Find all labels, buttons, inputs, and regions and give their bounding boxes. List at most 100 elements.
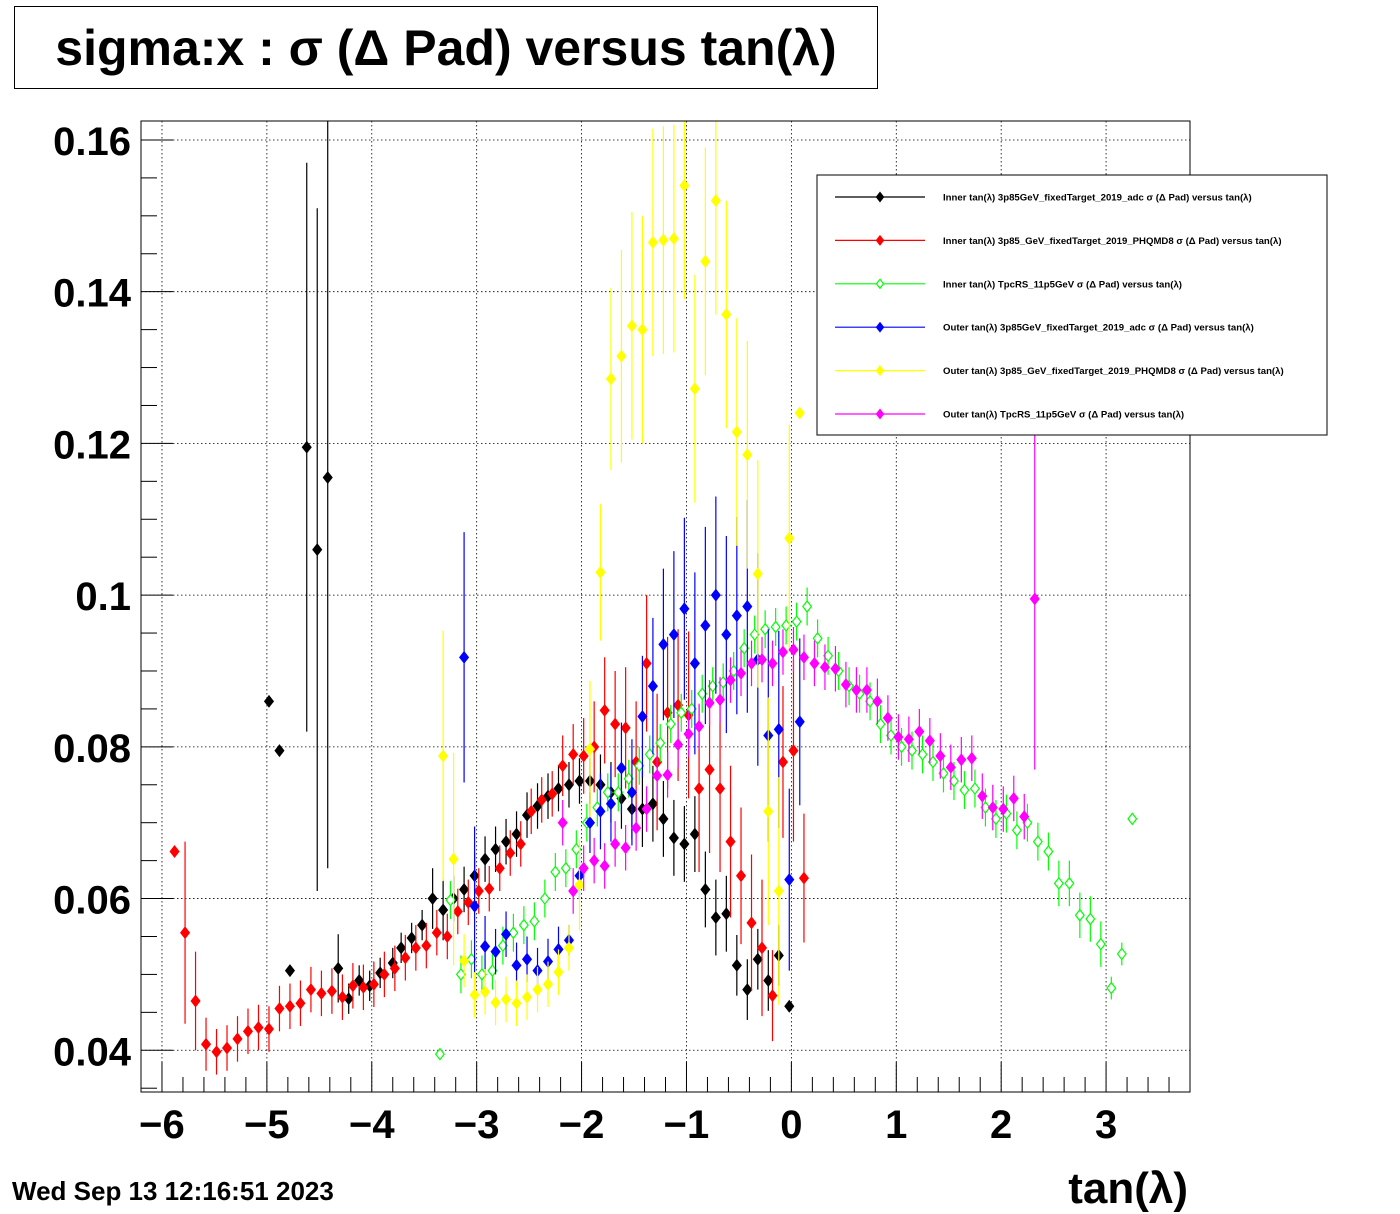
data-point (700, 254, 711, 268)
data-point (647, 235, 658, 249)
data-point (1085, 912, 1096, 926)
data-point (511, 958, 522, 972)
legend-label: Inner tan(λ) 3p85_GeV_fixedTarget_2019_P… (943, 236, 1282, 247)
data-point (459, 650, 470, 664)
data-point (501, 835, 512, 849)
data-point (553, 965, 564, 979)
legend-entry-5: Outer tan(λ) 3p85_GeV_fixedTarget_2019_P… (835, 365, 1284, 377)
data-point (169, 845, 180, 859)
chart-title-box: sigma:x : σ (Δ Pad) versus tan(λ) (14, 6, 878, 89)
data-point (784, 531, 795, 545)
data-point (742, 983, 753, 997)
data-point (547, 787, 558, 801)
data-point (731, 958, 742, 972)
data-point (406, 931, 417, 945)
data-point (595, 804, 606, 818)
data-point (872, 694, 883, 708)
data-point (802, 600, 813, 613)
data-point (442, 930, 453, 943)
data-point (784, 999, 795, 1013)
data-point (668, 628, 679, 642)
data-series (169, 121, 1138, 1075)
legend-entry-1: Inner tan(λ) 3p85GeV_fixedTarget_2019_ad… (835, 191, 1252, 204)
data-point (798, 871, 810, 885)
data-point (882, 711, 893, 725)
x-axis-label: tan(λ) (1068, 1164, 1188, 1213)
data-point (200, 1037, 212, 1051)
data-point (368, 977, 379, 991)
legend-label: Inner tan(λ) TpcRS_11p5GeV σ (Δ Pad) ver… (943, 279, 1182, 290)
data-point (969, 782, 981, 796)
data-point (459, 882, 470, 896)
legend-marker (875, 234, 885, 246)
data-point (777, 755, 789, 769)
data-point (914, 725, 925, 739)
chart-title: sigma:x : σ (Δ Pad) versus tan(λ) (55, 19, 837, 76)
data-point (529, 914, 540, 928)
legend-entry-6: Outer tan(λ) TpcRS_11p5GeV σ (Δ Pad) ver… (835, 408, 1184, 421)
data-point (689, 656, 700, 670)
data-point (861, 683, 872, 697)
legend-entry-4: Outer tan(λ) 3p85GeV_fixedTarget_2019_ad… (835, 321, 1254, 334)
y-tick-label: 0.04 (53, 1030, 132, 1074)
data-point (263, 1022, 275, 1036)
data-point (704, 763, 715, 777)
data-point (767, 656, 778, 670)
data-point (574, 774, 585, 788)
data-point (652, 769, 663, 783)
data-point (637, 323, 648, 337)
data-point (605, 372, 617, 386)
data-point (694, 719, 705, 733)
data-point (1064, 876, 1075, 890)
data-point (312, 543, 323, 557)
data-point (284, 964, 296, 978)
data-point (752, 567, 763, 581)
series-6 (557, 428, 1040, 914)
y-tick-label: 0.1 (75, 575, 131, 619)
data-point (574, 878, 585, 892)
data-point (763, 804, 774, 818)
data-point (714, 782, 726, 796)
data-point (427, 892, 438, 906)
data-point (521, 990, 533, 1004)
y-tick-label: 0.16 (53, 120, 131, 164)
legend: Inner tan(λ) 3p85GeV_fixedTarget_2019_ad… (816, 174, 1328, 436)
legend-marker (875, 408, 885, 420)
y-tick-label: 0.08 (53, 727, 131, 771)
legend-marker (875, 365, 885, 377)
data-point (589, 854, 600, 868)
data-point (767, 989, 778, 1003)
data-point (658, 233, 669, 247)
grid-lines (141, 121, 1190, 1092)
data-point (791, 615, 802, 629)
data-point (542, 977, 554, 991)
data-point (752, 952, 763, 966)
data-point (1053, 876, 1064, 890)
data-point (599, 703, 610, 717)
data-point (560, 861, 571, 875)
data-point (812, 631, 823, 645)
data-point (668, 831, 679, 845)
data-point (526, 804, 537, 818)
legend-label: Outer tan(λ) TpcRS_11p5GeV σ (Δ Pad) ver… (943, 410, 1184, 421)
data-point (773, 884, 784, 898)
data-point (893, 730, 904, 744)
series-3 (434, 587, 1138, 1061)
data-point (773, 722, 784, 736)
data-point (746, 656, 757, 670)
data-point (232, 1032, 243, 1046)
x-tick-label: 2 (990, 1103, 1012, 1147)
data-point (221, 1041, 233, 1055)
data-point (1074, 908, 1085, 922)
data-point (211, 1045, 222, 1059)
data-point (641, 656, 652, 670)
legend-entry-2: Inner tan(λ) 3p85_GeV_fixedTarget_2019_P… (835, 234, 1282, 247)
data-point (819, 660, 830, 674)
data-point (337, 990, 348, 1004)
x-tick-label: −2 (559, 1103, 605, 1147)
data-point (700, 882, 711, 896)
axes: −6 −5 −4 −3 −2 −1 0 1 2 3 0.04 0.06 0.08 0.1 0.12 0.14 0… (53, 120, 1191, 1147)
data-point (557, 759, 568, 773)
legend-entry-3: Inner tan(λ) TpcRS_11p5GeV σ (Δ Pad) ver… (835, 278, 1182, 290)
data-point (746, 916, 757, 930)
